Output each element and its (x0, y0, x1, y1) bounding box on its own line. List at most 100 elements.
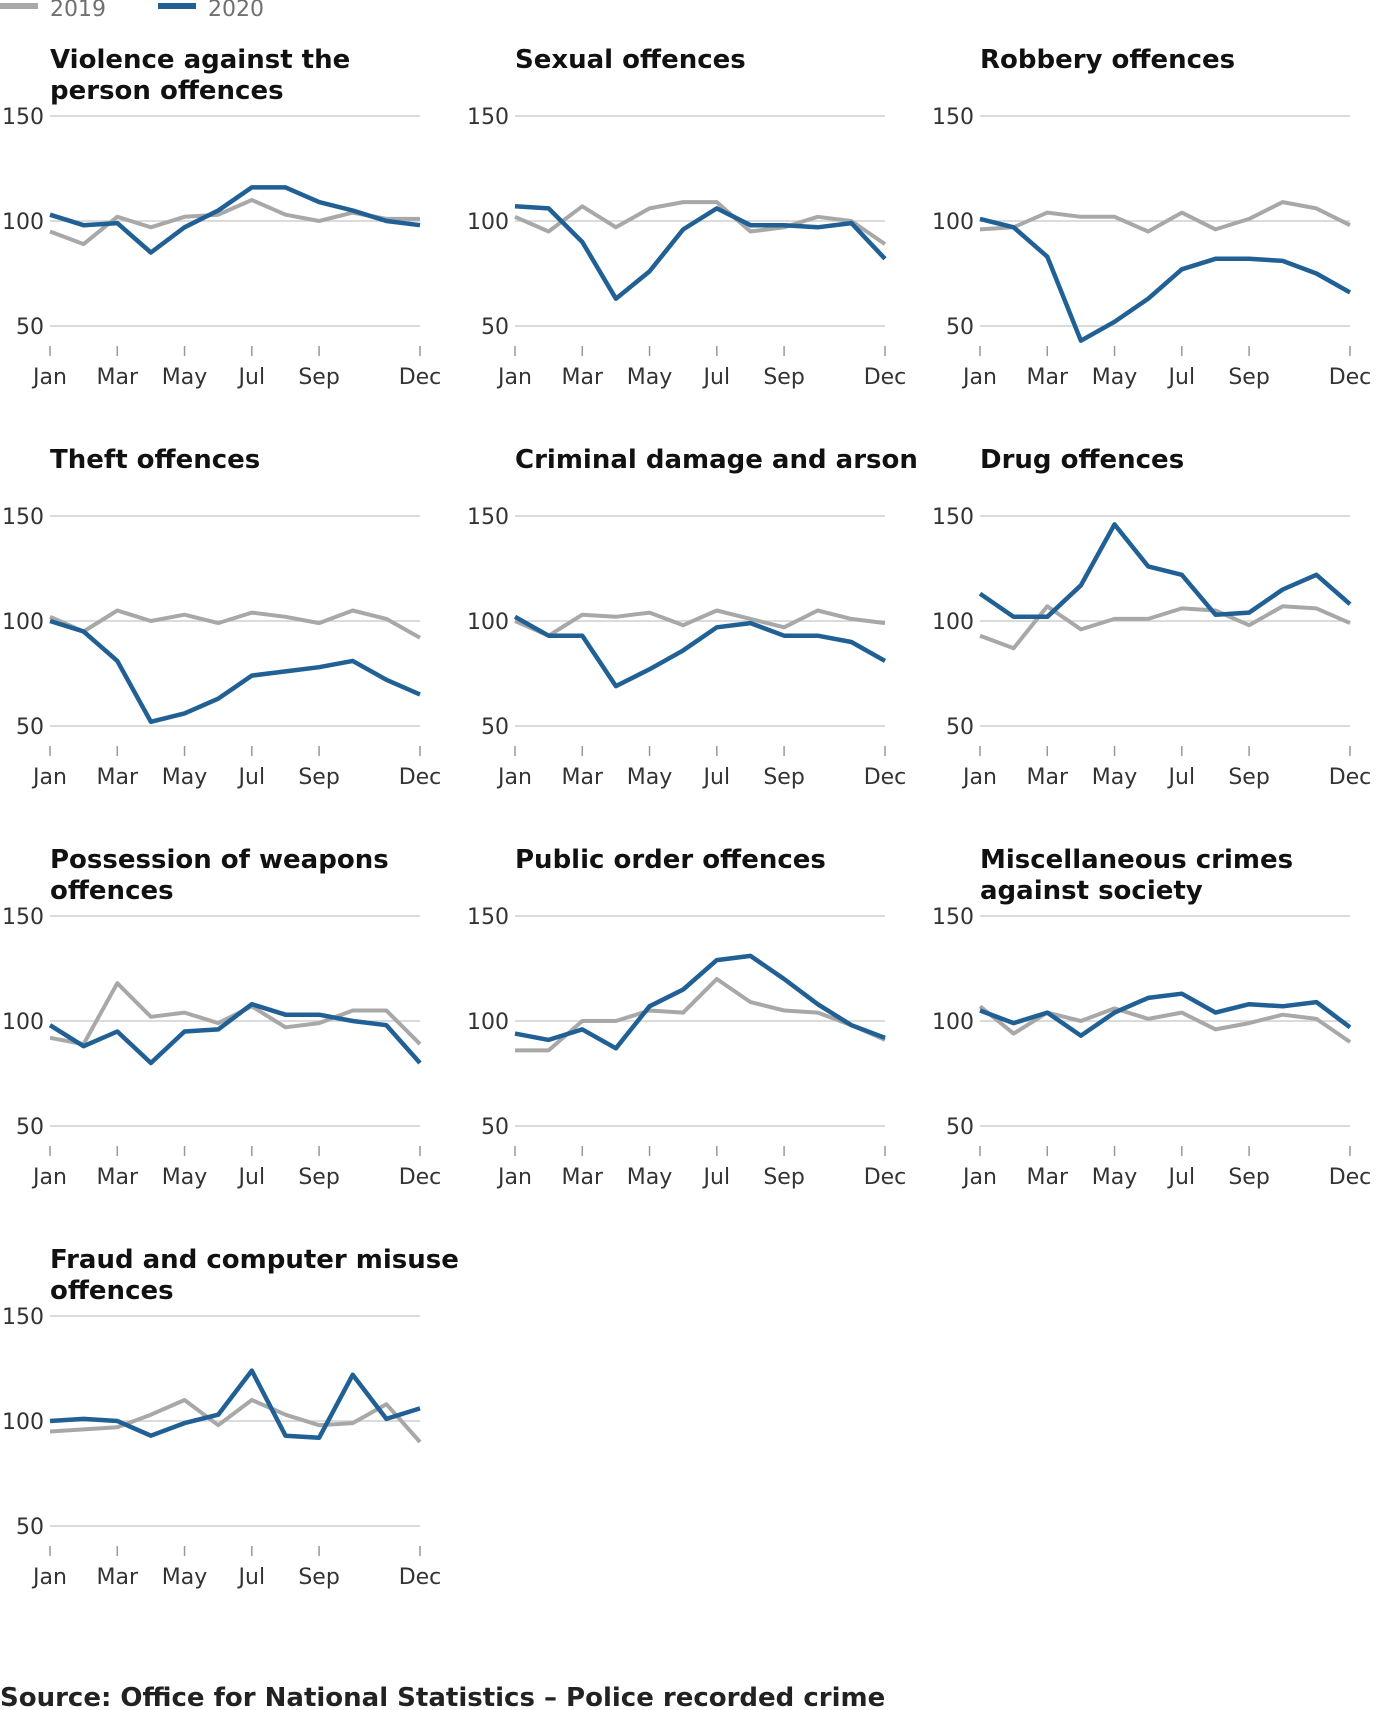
panel-6: Drug offences 50 100 150 Jan Mar May Jul Sep Dec (932, 445, 1371, 790)
x-tick-label: Jan (496, 765, 532, 790)
legend-item-2020: 2020 (158, 0, 264, 22)
x-tick-label: Mar (97, 1165, 139, 1190)
y-tick-label: 50 (946, 315, 974, 340)
x-tick-label: Dec (864, 365, 907, 390)
x-tick-label: Jul (702, 765, 731, 790)
x-tick-label: Jan (961, 1165, 997, 1190)
x-tick-label: Sep (1228, 765, 1269, 790)
series-line-2020 (49, 185, 421, 255)
legend-label: 2020 (208, 0, 264, 22)
y-tick-label: 50 (16, 1515, 44, 1540)
x-tick-label: Sep (298, 1165, 339, 1190)
panel-10: Fraud and computer misuse offences 50 100 15… (2, 1245, 459, 1590)
x-tick-label: Jan (31, 765, 67, 790)
x-tick-label: Sep (298, 765, 339, 790)
x-tick-label: Mar (97, 1565, 139, 1590)
series-line-2019 (978, 1004, 1352, 1044)
y-tick-label: 150 (2, 905, 44, 930)
y-tick-label: 100 (2, 210, 44, 235)
x-tick-label: Jan (31, 1565, 67, 1590)
y-tick-label: 50 (481, 715, 509, 740)
x-tick-label: Dec (399, 765, 442, 790)
x-tick-label: Jul (702, 365, 731, 390)
y-tick-label: 100 (467, 1010, 509, 1035)
x-tick-label: Mar (1027, 765, 1069, 790)
series-line-2020 (513, 614, 887, 689)
x-tick-label: Dec (864, 765, 907, 790)
panel-1: Violence against the person offences 50 100… (2, 45, 441, 390)
x-tick-label: May (1092, 1165, 1137, 1190)
x-tick-label: Sep (763, 365, 804, 390)
y-tick-label: 150 (2, 105, 44, 130)
x-tick-label: Sep (298, 1565, 339, 1590)
series-line-2019 (49, 1398, 422, 1444)
x-tick-label: Jan (496, 1165, 532, 1190)
x-tick-label: Mar (562, 765, 604, 790)
x-tick-label: May (162, 765, 207, 790)
panel-title: Miscellaneous crimes against society (980, 845, 1293, 906)
panel-title: Robbery offences (980, 45, 1235, 75)
y-tick-label: 100 (932, 210, 974, 235)
series-line-2020 (979, 991, 1352, 1038)
x-tick-label: Jul (1167, 365, 1196, 390)
y-tick-label: 50 (16, 1115, 44, 1140)
panel-title: Sexual offences (515, 45, 746, 75)
x-tick-label: Sep (763, 765, 804, 790)
y-tick-label: 50 (481, 1115, 509, 1140)
chart-panels: Violence against the person offences 50 100… (2, 45, 1371, 1590)
y-tick-label: 50 (946, 1115, 974, 1140)
panel-2: Sexual offences 50 100 150 Jan Mar May Jul Sep De… (467, 45, 906, 390)
x-tick-label: Jul (237, 1165, 266, 1190)
y-tick-label: 100 (2, 1410, 44, 1435)
panel-5: Criminal damage and arson 50 100 150 Jan Mar M… (467, 445, 918, 790)
series-line-2019 (515, 977, 886, 1053)
x-tick-label: Dec (399, 1165, 442, 1190)
panel-title: Violence against the person offences (50, 45, 350, 106)
x-tick-label: May (627, 1165, 672, 1190)
y-tick-label: 50 (946, 715, 974, 740)
x-tick-label: May (162, 365, 207, 390)
y-tick-label: 100 (2, 610, 44, 635)
x-tick-label: Mar (97, 765, 139, 790)
series-line-2019 (979, 200, 1351, 234)
x-tick-label: Sep (1228, 1165, 1269, 1190)
x-tick-label: May (627, 765, 672, 790)
panel-8: Public order offences 50 100 150 Jan Mar May Ju… (467, 845, 906, 1190)
series-line-2019 (979, 604, 1351, 651)
panel-title: Criminal damage and arson (515, 445, 918, 475)
y-tick-label: 100 (2, 1010, 44, 1035)
series-line-2020 (49, 1368, 421, 1441)
legend-item-2019: 2019 (0, 0, 106, 22)
series-line-2020 (49, 618, 421, 725)
x-tick-label: Mar (1027, 365, 1069, 390)
x-tick-label: Jan (961, 765, 997, 790)
x-tick-label: May (162, 1165, 207, 1190)
x-tick-label: Mar (97, 365, 139, 390)
series-line-2020 (48, 1001, 422, 1066)
x-tick-label: Dec (399, 1565, 442, 1590)
y-tick-label: 100 (467, 210, 509, 235)
x-tick-label: Dec (864, 1165, 907, 1190)
y-tick-label: 150 (467, 105, 509, 130)
x-tick-label: May (162, 1565, 207, 1590)
y-tick-label: 100 (932, 610, 974, 635)
x-tick-label: May (1092, 365, 1137, 390)
x-tick-label: Jan (496, 365, 532, 390)
x-tick-label: Dec (1329, 365, 1372, 390)
legend-label: 2019 (50, 0, 106, 22)
y-tick-label: 100 (467, 610, 509, 635)
y-tick-label: 50 (16, 715, 44, 740)
x-tick-label: Mar (1027, 1165, 1069, 1190)
panel-title: Theft offences (50, 445, 260, 475)
panel-title: Drug offences (980, 445, 1184, 475)
source-note: Source: Office for National Statistics –… (0, 1683, 885, 1710)
x-tick-label: Jan (961, 365, 997, 390)
x-tick-label: Jan (31, 365, 67, 390)
x-tick-label: Dec (1329, 765, 1372, 790)
legend: 2019 2020 (0, 0, 264, 22)
y-tick-label: 150 (932, 105, 974, 130)
panel-title: Fraud and computer misuse offences (50, 1245, 459, 1306)
x-tick-label: Jul (237, 765, 266, 790)
y-tick-label: 50 (16, 315, 44, 340)
